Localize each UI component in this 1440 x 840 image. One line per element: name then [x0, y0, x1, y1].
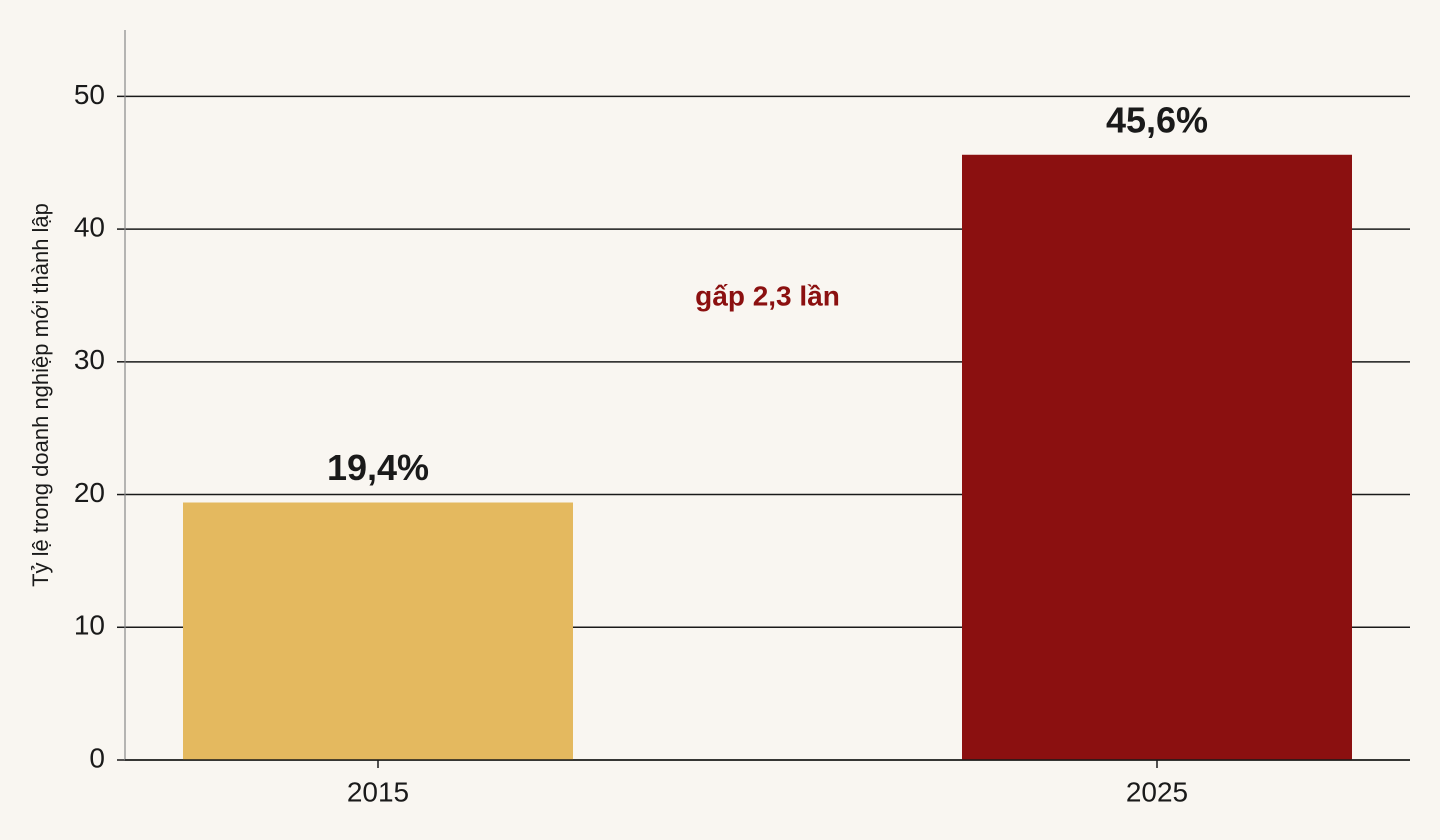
x-tick-label: 2015: [347, 776, 409, 807]
value-label: 45,6%: [1106, 99, 1208, 140]
bar: [183, 502, 573, 760]
y-axis-label: Tỷ lệ trong doanh nghiệp mới thành lập: [28, 203, 53, 587]
y-tick-label: 0: [89, 742, 105, 773]
y-tick-label: 20: [74, 477, 105, 508]
x-tick-label: 2025: [1126, 776, 1188, 807]
y-tick-label: 40: [74, 211, 105, 242]
value-label: 19,4%: [327, 447, 429, 488]
annotation: gấp 2,3 lần: [695, 280, 840, 311]
y-tick-label: 50: [74, 79, 105, 110]
y-tick-label: 10: [74, 610, 105, 641]
bar: [962, 154, 1352, 760]
y-tick-label: 30: [74, 344, 105, 375]
